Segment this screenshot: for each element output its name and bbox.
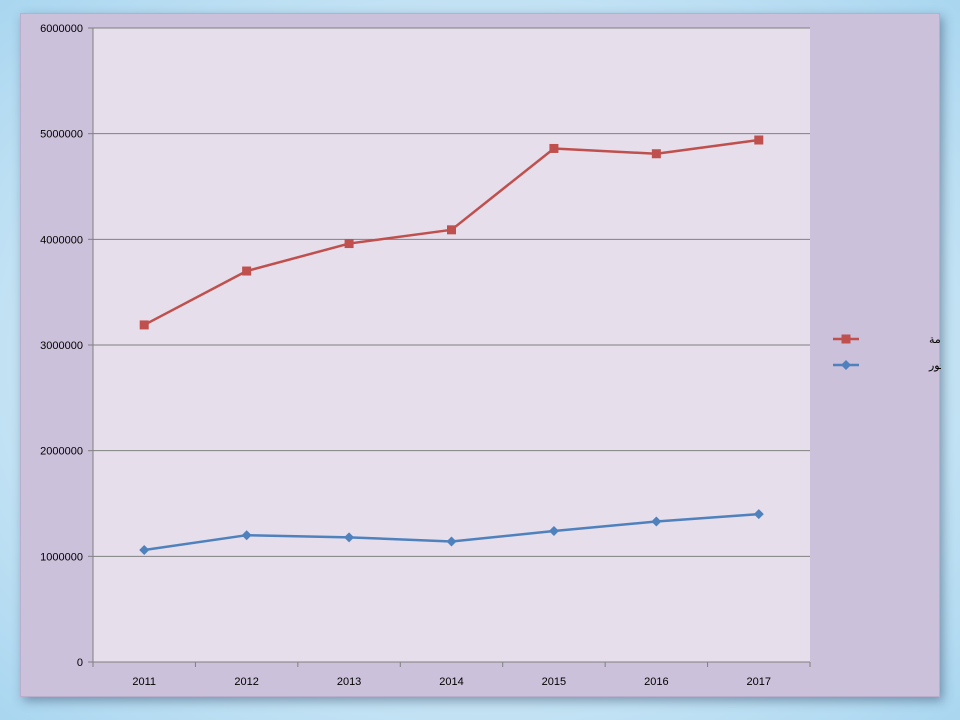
data-point-1-2016 [651,516,662,527]
y-tick-label-0: 0 [77,657,83,669]
series [139,135,764,555]
data-point-1-2017 [753,509,764,520]
data-point-0-2016 [651,149,661,159]
legend-marker-0 [841,334,851,344]
x-axis-ticks: 2011 2012 2013 2014 2015 2016 2017 [92,662,811,688]
series-1 [139,509,764,555]
y-tick-label-6: 6000000 [40,23,83,35]
legend-marker-1 [841,360,851,370]
x-tick-label-2016: 2016 [644,676,668,688]
y-tick-label-2: 2000000 [40,446,83,458]
x-tick-label-2012: 2012 [234,676,258,688]
legend-item-1: الأجور [833,358,941,372]
y-tick-label-1: 1000000 [40,551,83,563]
data-point-0-2012 [242,266,252,276]
data-point-1-2015 [548,525,559,536]
data-point-1-2011 [139,544,150,555]
legend: الميزانية العامة الأجور [833,333,941,372]
data-point-0-2014 [447,225,456,235]
chart-area: 0 1000000 2000000 3000000 4000000 5000000 6000… [20,13,941,697]
legend-label-0: الميزانية العامة [929,333,941,346]
data-point-0-2011 [139,320,149,330]
gridlines [93,27,810,557]
data-point-0-2017 [754,135,764,145]
data-point-1-2012 [241,530,252,541]
x-tick-label-2015: 2015 [542,676,566,688]
data-point-1-2013 [344,532,355,543]
x-tick-label-2014: 2014 [439,676,463,688]
x-tick-label-2013: 2013 [337,676,361,688]
y-tick-label-4: 4000000 [40,234,83,246]
data-point-0-2013 [344,239,354,249]
legend-item-0: الميزانية العامة [833,333,941,346]
y-tick-label-5: 5000000 [40,129,83,141]
y-axis-ticks: 0 1000000 2000000 3000000 4000000 5000000 6000… [40,23,93,669]
data-point-0-2015 [549,143,559,153]
legend-label-1: الأجور [928,358,941,372]
series-0 [139,135,764,330]
data-point-1-2014 [446,536,457,547]
line-chart: 0 1000000 2000000 3000000 4000000 5000000 6000… [40,23,941,688]
x-tick-label-2011: 2011 [132,676,156,688]
y-tick-label-3: 3000000 [40,340,83,352]
x-tick-label-2017: 2017 [747,676,771,688]
